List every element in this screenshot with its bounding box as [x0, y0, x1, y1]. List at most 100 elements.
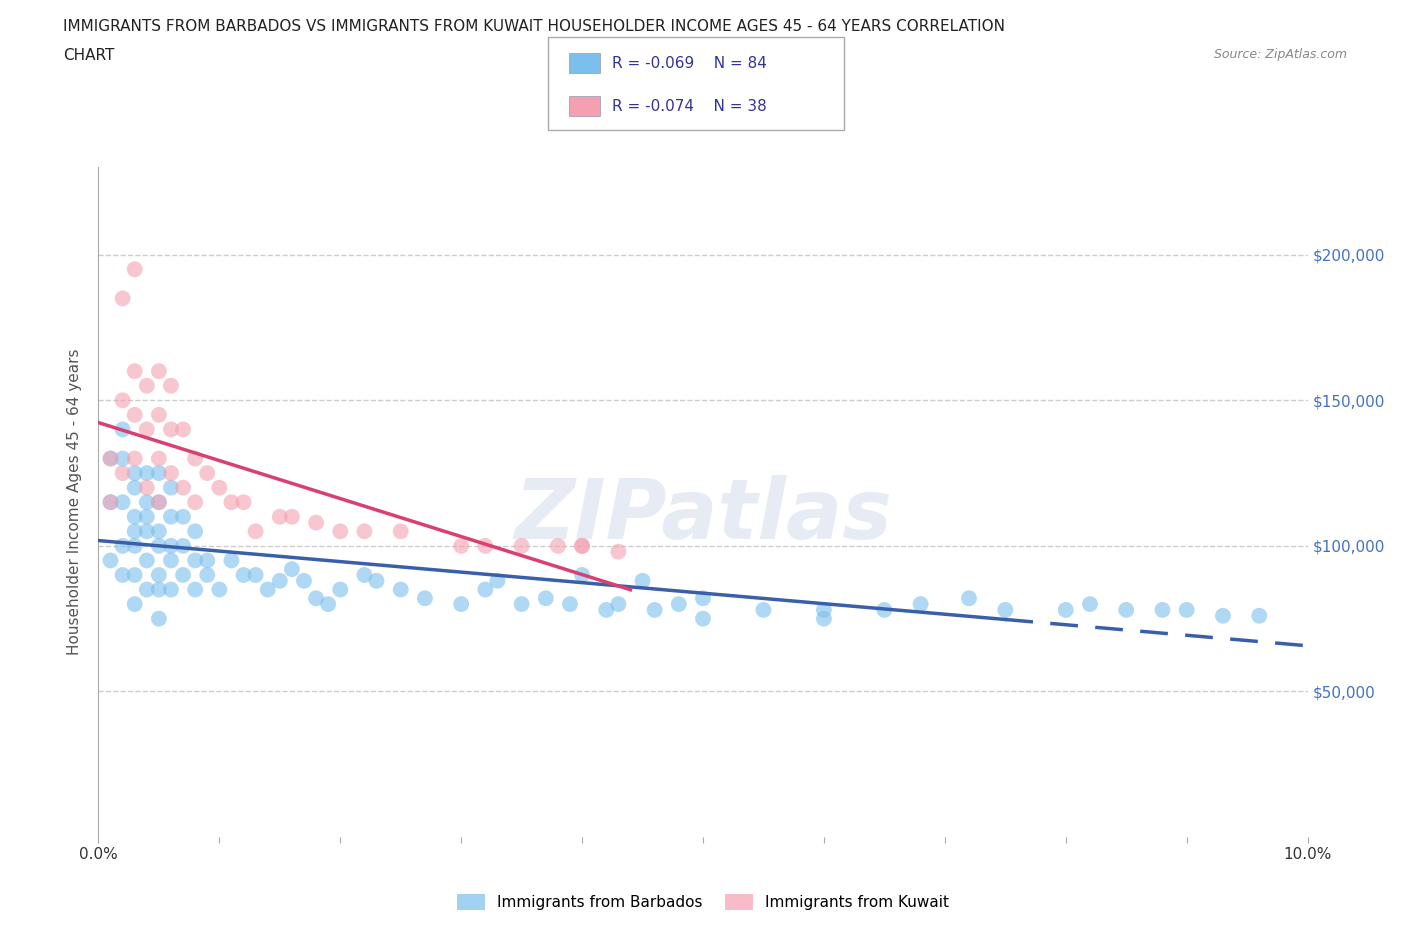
Point	[148, 567, 170, 582]
Point	[571, 538, 593, 553]
Point	[269, 574, 291, 589]
Point	[595, 603, 617, 618]
Point	[1152, 603, 1174, 618]
Point	[558, 597, 581, 612]
Point	[111, 392, 134, 407]
Point	[245, 567, 267, 582]
Point	[148, 364, 170, 379]
Point	[631, 574, 654, 589]
Point	[135, 582, 157, 597]
Point	[135, 379, 157, 393]
Point	[221, 495, 243, 510]
Point	[160, 553, 183, 568]
Point	[172, 538, 194, 553]
Point	[184, 582, 207, 597]
Point	[100, 451, 122, 466]
Point	[353, 524, 375, 538]
Point	[148, 495, 170, 510]
Point	[281, 562, 304, 577]
Point	[135, 422, 157, 437]
Point	[160, 510, 183, 525]
Point	[100, 495, 122, 510]
Point	[510, 538, 533, 553]
Point	[111, 422, 134, 437]
Text: IMMIGRANTS FROM BARBADOS VS IMMIGRANTS FROM KUWAIT HOUSEHOLDER INCOME AGES 45 - : IMMIGRANTS FROM BARBADOS VS IMMIGRANTS F…	[63, 19, 1005, 33]
Point	[486, 574, 509, 589]
Point	[135, 510, 157, 525]
Point	[232, 567, 254, 582]
Point	[135, 495, 157, 510]
Point	[1115, 603, 1137, 618]
Point	[389, 524, 412, 538]
Text: R = -0.074    N = 38: R = -0.074 N = 38	[612, 99, 766, 113]
Point	[281, 510, 304, 525]
Point	[474, 538, 496, 553]
Point	[353, 567, 375, 582]
Point	[172, 422, 194, 437]
Point	[184, 524, 207, 538]
Point	[208, 480, 231, 495]
Point	[160, 422, 183, 437]
Text: Source: ZipAtlas.com: Source: ZipAtlas.com	[1213, 48, 1347, 61]
Point	[160, 538, 183, 553]
Point	[1249, 608, 1271, 623]
Point	[148, 466, 170, 481]
Point	[607, 544, 630, 559]
Point	[547, 538, 569, 553]
Point	[292, 574, 315, 589]
Point	[135, 553, 157, 568]
Text: R = -0.069    N = 84: R = -0.069 N = 84	[612, 56, 766, 71]
Point	[1175, 603, 1198, 618]
Point	[571, 538, 593, 553]
Point	[100, 495, 122, 510]
Point	[111, 466, 134, 481]
Point	[534, 591, 557, 605]
Point	[1054, 603, 1077, 618]
Point	[100, 451, 122, 466]
Point	[450, 538, 472, 553]
Point	[148, 495, 170, 510]
Point	[305, 515, 328, 530]
Point	[692, 591, 714, 605]
Point	[148, 451, 170, 466]
Point	[160, 582, 183, 597]
Point	[148, 611, 170, 626]
Point	[135, 524, 157, 538]
Point	[124, 538, 146, 553]
Point	[124, 407, 146, 422]
Point	[692, 611, 714, 626]
Point	[111, 451, 134, 466]
Point	[221, 553, 243, 568]
Point	[256, 582, 278, 597]
Point	[160, 466, 183, 481]
Point	[184, 451, 207, 466]
Point	[160, 480, 183, 495]
Point	[232, 495, 254, 510]
Point	[124, 567, 146, 582]
Point	[329, 524, 352, 538]
Point	[450, 597, 472, 612]
Point	[124, 597, 146, 612]
Point	[172, 510, 194, 525]
Point	[571, 567, 593, 582]
Point	[195, 466, 218, 481]
Point	[607, 597, 630, 612]
Point	[160, 379, 183, 393]
Point	[100, 553, 122, 568]
Point	[413, 591, 436, 605]
Point	[752, 603, 775, 618]
Point	[148, 407, 170, 422]
Point	[124, 466, 146, 481]
Point	[510, 597, 533, 612]
Point	[195, 567, 218, 582]
Point	[135, 466, 157, 481]
Point	[124, 364, 146, 379]
Point	[172, 480, 194, 495]
Point	[124, 524, 146, 538]
Point	[111, 291, 134, 306]
Legend: Immigrants from Barbados, Immigrants from Kuwait: Immigrants from Barbados, Immigrants fro…	[451, 888, 955, 916]
Point	[873, 603, 896, 618]
Point	[994, 603, 1017, 618]
Point	[111, 538, 134, 553]
Point	[910, 597, 932, 612]
